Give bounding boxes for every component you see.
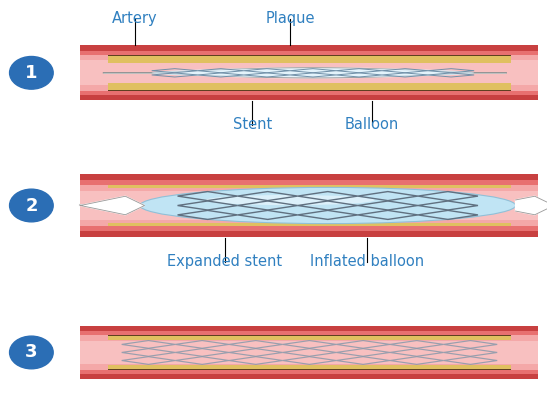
- Text: Stent: Stent: [232, 118, 272, 132]
- Bar: [81, 341, 539, 365]
- Bar: [81, 331, 539, 374]
- Bar: [81, 335, 539, 370]
- Polygon shape: [516, 196, 548, 215]
- Bar: [81, 185, 539, 226]
- Bar: [108, 185, 511, 188]
- Bar: [81, 191, 539, 220]
- Polygon shape: [104, 68, 506, 78]
- Text: Plaque: Plaque: [266, 11, 315, 26]
- Circle shape: [9, 56, 53, 89]
- Bar: [108, 365, 511, 369]
- Bar: [108, 90, 511, 91]
- Text: 2: 2: [25, 196, 38, 215]
- Bar: [108, 83, 511, 90]
- Bar: [108, 335, 511, 336]
- Bar: [108, 223, 511, 226]
- Text: 3: 3: [25, 344, 38, 361]
- Circle shape: [9, 336, 53, 369]
- Ellipse shape: [152, 68, 474, 77]
- Bar: [108, 56, 511, 63]
- Polygon shape: [81, 196, 145, 215]
- Bar: [81, 326, 539, 379]
- Text: Artery: Artery: [112, 11, 158, 26]
- Bar: [81, 174, 539, 237]
- Bar: [81, 60, 539, 85]
- Bar: [108, 336, 511, 340]
- Bar: [108, 55, 511, 56]
- Text: Inflated balloon: Inflated balloon: [310, 254, 424, 269]
- Text: Expanded stent: Expanded stent: [167, 254, 282, 269]
- Bar: [108, 369, 511, 370]
- Bar: [81, 55, 539, 91]
- Text: 1: 1: [25, 64, 38, 82]
- Bar: [81, 180, 539, 231]
- Ellipse shape: [140, 187, 516, 224]
- Bar: [81, 51, 539, 95]
- Bar: [81, 45, 539, 100]
- Ellipse shape: [206, 195, 375, 205]
- Text: Balloon: Balloon: [345, 118, 399, 132]
- Circle shape: [9, 189, 53, 222]
